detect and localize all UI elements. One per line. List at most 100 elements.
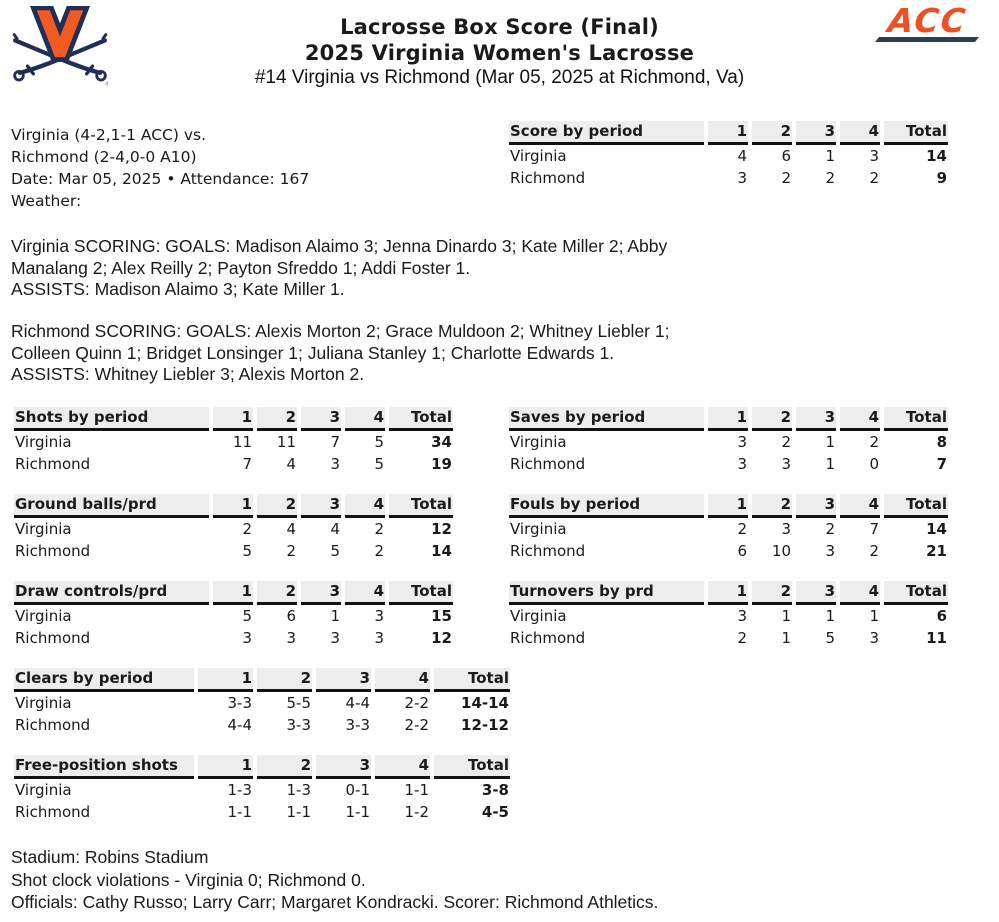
acc-logo: ACC bbox=[871, 1, 983, 42]
stat-col-header: 3 bbox=[316, 668, 371, 692]
richmond-scoring-summary: Richmond SCORING: GOALS: Alexis Morton 2… bbox=[11, 321, 669, 386]
team-name-cell: Virginia bbox=[15, 519, 72, 538]
team-name-cell: Richmond bbox=[510, 168, 586, 187]
stat-total-cell: 4-5 bbox=[481, 802, 509, 821]
virginia-scoring-summary: Virginia SCORING: GOALS: Madison Alaimo … bbox=[11, 236, 667, 301]
team-name-cell: Virginia bbox=[15, 780, 72, 799]
stat-col-header: 3 bbox=[796, 581, 836, 605]
stat-value-cell: 4 bbox=[286, 519, 296, 538]
stat-header-row: Ground balls/prd 1 2 3 4 Total bbox=[14, 494, 453, 518]
stat-value-cell: 2 bbox=[737, 519, 747, 538]
stat-col-header: 4 bbox=[345, 494, 385, 518]
stat-value-cell: 3-3 bbox=[227, 693, 253, 712]
stat-header-row: Shots by period 1 2 3 4 Total bbox=[14, 407, 453, 431]
stat-total-cell: 14 bbox=[926, 519, 947, 538]
stadium-line: Stadium: Robins Stadium bbox=[11, 847, 209, 867]
stat-total-cell: 12 bbox=[431, 519, 452, 538]
stat-value-cell: 6 bbox=[286, 606, 296, 625]
stat-col-header: 1 bbox=[198, 668, 253, 692]
stat-col-header: 2 bbox=[257, 407, 297, 431]
registered-mark-icon: ® bbox=[105, 81, 108, 88]
stat-col-header: 1 bbox=[213, 494, 253, 518]
stat-value-cell: 2-2 bbox=[404, 715, 430, 734]
stat-value-cell: 1-3 bbox=[227, 780, 253, 799]
stat-col-header: 3 bbox=[316, 755, 371, 779]
stat-value-cell: 5 bbox=[330, 541, 340, 560]
table-row: Richmond 7 4 3 5 19 bbox=[14, 453, 453, 475]
team-name-cell: Richmond bbox=[15, 802, 91, 821]
team-name-cell: Virginia bbox=[15, 432, 72, 451]
stat-total-cell: 9 bbox=[936, 168, 947, 187]
stat-total-cell: 14 bbox=[926, 146, 947, 165]
stat-table-title: Draw controls/prd bbox=[14, 581, 209, 605]
table-row: Virginia 11 11 7 5 34 bbox=[14, 431, 453, 453]
stat-total-cell: 12-12 bbox=[461, 715, 509, 734]
team-name-cell: Richmond bbox=[510, 628, 586, 647]
stat-col-header: 3 bbox=[301, 407, 341, 431]
stat-col-header: 2 bbox=[752, 494, 792, 518]
team-name-cell: Virginia bbox=[510, 146, 567, 165]
stat-value-cell: 4-4 bbox=[227, 715, 253, 734]
stat-value-cell: 4 bbox=[330, 519, 340, 538]
stat-value-cell: 4-4 bbox=[345, 693, 371, 712]
stat-col-header: 4 bbox=[375, 755, 430, 779]
stat-col-header: 1 bbox=[213, 407, 253, 431]
stat-table-title: Turnovers by prd bbox=[509, 581, 704, 605]
stat-value-cell: 2 bbox=[781, 432, 791, 451]
draw-controls-table: Draw controls/prd 1 2 3 4 Total Virginia 5 6 1 3 15… bbox=[10, 581, 457, 649]
stat-header-row: Saves by period 1 2 3 4 Total bbox=[509, 407, 948, 431]
stat-value-cell: 7 bbox=[869, 519, 879, 538]
stat-value-cell: 2 bbox=[781, 168, 791, 187]
stat-col-header: 3 bbox=[796, 494, 836, 518]
stat-value-cell: 1-1 bbox=[404, 780, 430, 799]
scoring-line: ASSISTS: Madison Alaimo 3; Kate Miller 1… bbox=[11, 279, 345, 299]
stat-value-cell: 2 bbox=[869, 432, 879, 451]
stat-total-cell: 12 bbox=[431, 628, 452, 647]
stat-header-row: Clears by period 1 2 3 4 Total bbox=[14, 668, 510, 692]
stat-value-cell: 3 bbox=[825, 541, 835, 560]
stat-col-header: 2 bbox=[752, 581, 792, 605]
stat-value-cell: 4 bbox=[737, 146, 747, 165]
stat-total-cell: 14-14 bbox=[461, 693, 509, 712]
table-row: Richmond 3 3 3 3 12 bbox=[14, 627, 453, 649]
stat-total-cell: 3-8 bbox=[481, 780, 509, 799]
stat-value-cell: 3-3 bbox=[286, 715, 312, 734]
stat-table-title: Saves by period bbox=[509, 407, 704, 431]
table-row: Virginia 3-3 5-5 4-4 2-2 14-14 bbox=[14, 692, 510, 714]
stat-value-cell: 5 bbox=[242, 606, 252, 625]
stat-value-cell: 3 bbox=[781, 454, 791, 473]
stat-col-header: Total bbox=[389, 581, 453, 605]
stat-col-header: 4 bbox=[840, 494, 880, 518]
table-row: Virginia 2 3 2 7 14 bbox=[509, 518, 948, 540]
stat-value-cell: 1 bbox=[330, 606, 340, 625]
stat-col-header: 4 bbox=[840, 407, 880, 431]
table-row: Virginia 3 1 1 1 6 bbox=[509, 605, 948, 627]
stat-value-cell: 2 bbox=[374, 541, 384, 560]
stat-value-cell: 1-1 bbox=[227, 802, 253, 821]
fouls-by-period-table: Fouls by period 1 2 3 4 Total Virginia 2 3 2 7 14 Ri… bbox=[505, 494, 952, 562]
virginia-cavaliers-logo: ® bbox=[12, 6, 108, 88]
stat-col-header: 3 bbox=[301, 494, 341, 518]
stat-col-header: 4 bbox=[840, 121, 880, 145]
stat-total-cell: 11 bbox=[926, 628, 947, 647]
stat-value-cell: 5 bbox=[242, 541, 252, 560]
acc-logo-underline bbox=[875, 37, 979, 42]
team-name-cell: Virginia bbox=[15, 606, 72, 625]
stat-value-cell: 3 bbox=[737, 168, 747, 187]
stat-col-header: 4 bbox=[345, 581, 385, 605]
team-name-cell: Virginia bbox=[510, 519, 567, 538]
stat-value-cell: 3-3 bbox=[345, 715, 371, 734]
stat-value-cell: 1 bbox=[825, 146, 835, 165]
stat-value-cell: 1 bbox=[869, 606, 879, 625]
table-row: Virginia 4 6 1 3 14 bbox=[509, 145, 948, 167]
stat-col-header: Total bbox=[434, 668, 510, 692]
stat-col-header: Total bbox=[884, 494, 948, 518]
stat-value-cell: 3 bbox=[737, 606, 747, 625]
stat-col-header: 2 bbox=[752, 121, 792, 145]
stat-value-cell: 2 bbox=[737, 628, 747, 647]
table-row: Richmond 3 2 2 2 9 bbox=[509, 167, 948, 189]
stat-value-cell: 3 bbox=[869, 628, 879, 647]
weather-line: Weather: bbox=[11, 192, 82, 210]
stat-value-cell: 1-1 bbox=[286, 802, 312, 821]
stat-table-title: Ground balls/prd bbox=[14, 494, 209, 518]
